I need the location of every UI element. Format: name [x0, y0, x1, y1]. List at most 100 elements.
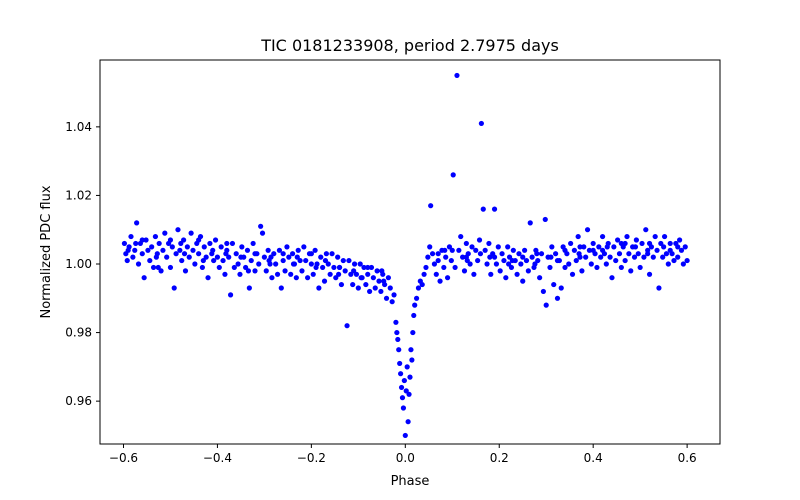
x-tick-label: −0.2	[297, 451, 326, 465]
data-point	[471, 271, 477, 277]
data-point	[518, 261, 524, 267]
x-tick-label: 0.4	[584, 451, 603, 465]
data-point	[372, 285, 378, 291]
data-point	[607, 254, 613, 260]
data-point	[379, 268, 385, 274]
data-point	[419, 281, 425, 288]
data-point	[181, 251, 188, 257]
data-point	[289, 251, 296, 257]
data-point	[387, 285, 393, 291]
data-point	[487, 254, 493, 260]
x-axis-ticks: −0.6 −0.4 −0.2 0.0 0.2 0.4 0.6	[109, 444, 697, 465]
x-tick-label: −0.6	[109, 451, 138, 465]
x-axis-label: Phase	[391, 474, 430, 489]
y-axis-label: Normalized PDC flux	[39, 185, 54, 318]
data-point	[491, 206, 498, 212]
data-point	[335, 254, 341, 260]
data-point	[482, 247, 488, 253]
data-point	[231, 264, 237, 271]
data-point	[256, 261, 262, 267]
data-point	[286, 254, 292, 260]
data-point	[575, 233, 581, 240]
data-point	[303, 257, 309, 264]
data-point	[212, 237, 219, 243]
data-point	[632, 244, 639, 250]
data-point	[618, 240, 624, 247]
data-point	[133, 240, 139, 247]
data-point	[132, 247, 138, 253]
data-point	[258, 223, 264, 229]
data-point	[645, 251, 651, 257]
data-point	[573, 257, 579, 264]
data-point	[179, 257, 185, 264]
data-point	[385, 275, 391, 281]
data-point	[167, 237, 174, 243]
data-point	[171, 285, 177, 291]
data-point	[329, 251, 335, 257]
plot-area	[99, 59, 721, 445]
chart-title: TIC 0181233908, period 2.7975 days	[260, 36, 559, 55]
data-point	[537, 275, 543, 281]
data-point	[475, 257, 481, 264]
data-point	[147, 257, 153, 264]
data-point	[684, 257, 690, 264]
data-point	[569, 271, 576, 277]
data-point	[363, 281, 369, 288]
data-point	[520, 254, 526, 260]
data-point	[121, 240, 128, 247]
data-point	[336, 271, 342, 277]
data-point	[167, 264, 174, 271]
data-point	[310, 271, 316, 277]
data-point	[218, 244, 224, 250]
data-point	[594, 264, 600, 271]
data-point	[394, 329, 400, 336]
data-point	[399, 395, 406, 401]
data-point	[558, 285, 564, 291]
data-point	[633, 237, 639, 243]
data-point	[514, 271, 520, 277]
data-point	[139, 237, 145, 243]
data-point	[331, 264, 337, 271]
data-point	[238, 254, 244, 260]
data-point	[461, 268, 468, 274]
data-point	[135, 261, 142, 267]
data-point	[677, 237, 683, 243]
data-point	[543, 302, 549, 308]
data-point	[327, 271, 333, 277]
data-point	[355, 285, 361, 291]
data-point	[509, 257, 515, 264]
data-point	[635, 251, 641, 257]
data-point	[321, 278, 328, 284]
data-point	[540, 288, 546, 295]
data-point	[613, 257, 619, 264]
data-point	[598, 254, 604, 260]
data-point	[192, 261, 198, 267]
data-point	[265, 247, 271, 253]
data-point	[663, 251, 670, 257]
data-point	[263, 268, 269, 274]
data-point	[199, 264, 205, 271]
data-point	[658, 240, 664, 247]
data-point	[201, 244, 207, 250]
data-point	[288, 271, 294, 277]
data-point	[456, 247, 462, 253]
data-point	[223, 251, 229, 257]
data-point	[584, 227, 591, 233]
data-point	[643, 227, 649, 233]
data-point	[370, 275, 376, 281]
data-point	[227, 292, 234, 298]
data-point	[150, 264, 157, 271]
data-point	[301, 244, 307, 250]
data-point	[164, 254, 170, 260]
data-point	[477, 251, 484, 257]
data-point	[391, 292, 397, 298]
data-point	[505, 244, 511, 250]
data-point	[383, 295, 390, 301]
data-point	[495, 244, 501, 250]
data-point	[276, 247, 283, 253]
data-point	[305, 275, 311, 281]
data-point	[484, 261, 490, 267]
data-point	[293, 275, 299, 281]
data-point	[441, 264, 447, 271]
